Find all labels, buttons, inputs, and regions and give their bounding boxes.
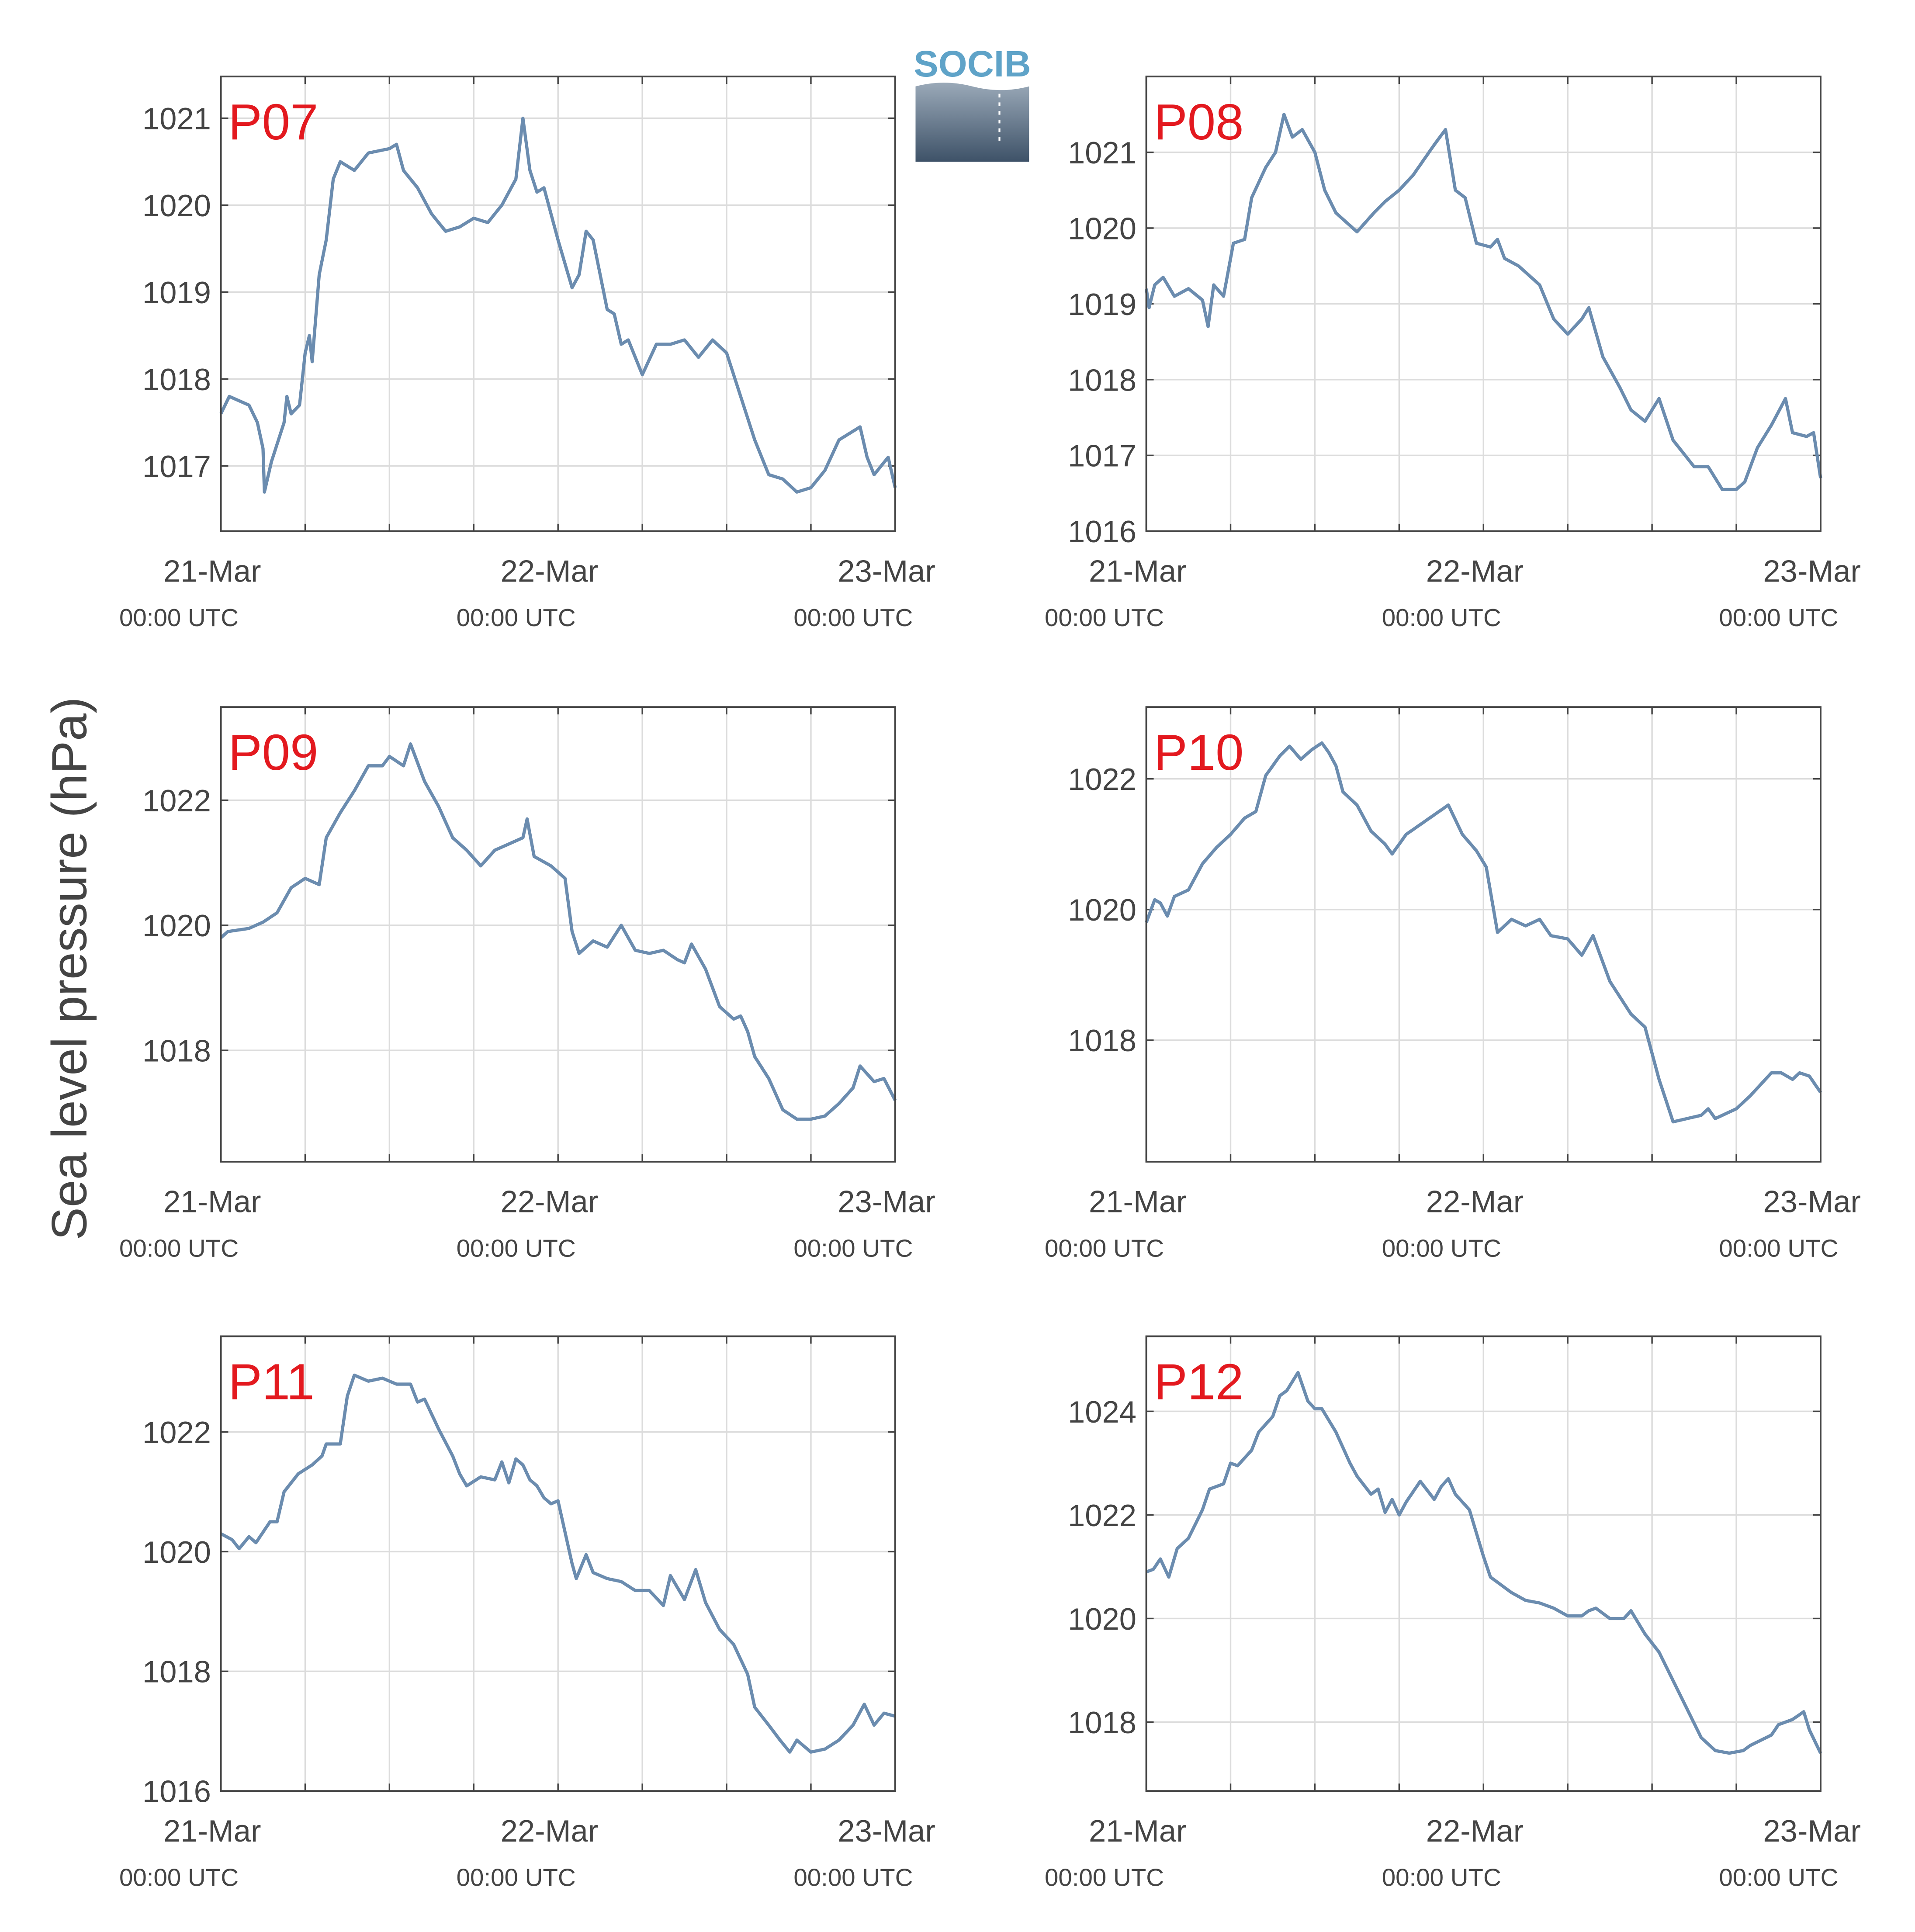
plot-frame xyxy=(220,706,896,1163)
x-tick-sublabel: 00:00 UTC xyxy=(793,1234,913,1262)
x-tick-sublabel: 00:00 UTC xyxy=(119,604,239,631)
y-tick-label: 1020 xyxy=(142,188,211,223)
y-tick-label: 1020 xyxy=(1068,1602,1136,1636)
x-tick-sublabel: 00:00 UTC xyxy=(1045,1234,1164,1262)
y-tick-label: 1016 xyxy=(142,1774,211,1809)
y-tick-label: 1018 xyxy=(1068,1023,1136,1058)
x-tick-label: 21-Mar xyxy=(163,1184,261,1219)
y-tick-label: 1018 xyxy=(142,1034,211,1068)
y-tick-label: 1022 xyxy=(1068,762,1136,796)
y-axis-title: Sea level pressure (hPa) xyxy=(42,697,97,1240)
x-tick-label: 21-Mar xyxy=(163,554,261,589)
panel: 1018 1020 1022 1024 21-Mar 00:00 UTC 22-Mar 00:… xyxy=(1045,1335,1861,1891)
y-tick-label: 1020 xyxy=(1068,211,1136,246)
data-line xyxy=(1144,113,1822,492)
y-tick-label: 1018 xyxy=(1068,1705,1136,1740)
logo-text: SOCIB xyxy=(914,43,1031,84)
y-tick-label: 1020 xyxy=(1068,893,1136,927)
x-tick-sublabel: 00:00 UTC xyxy=(119,1234,239,1262)
y-tick-label: 1017 xyxy=(1068,439,1136,473)
panel-title: P07 xyxy=(228,93,318,150)
y-tick-label: 1020 xyxy=(142,1535,211,1569)
x-tick-label: 22-Mar xyxy=(501,554,599,589)
x-tick-sublabel: 00:00 UTC xyxy=(1382,1234,1501,1262)
x-tick-label: 23-Mar xyxy=(838,1814,935,1848)
x-tick-sublabel: 00:00 UTC xyxy=(457,1864,576,1891)
x-tick-label: 21-Mar xyxy=(1089,1814,1187,1848)
data-line xyxy=(1145,741,1822,1124)
panel-title: P12 xyxy=(1154,1354,1244,1410)
panel-title: P11 xyxy=(228,1354,314,1410)
x-tick-label: 22-Mar xyxy=(501,1814,599,1848)
plot-frame xyxy=(1145,706,1822,1163)
y-tick-label: 1019 xyxy=(1068,287,1136,322)
data-line xyxy=(219,116,897,494)
plot-frame xyxy=(1145,1335,1822,1792)
x-tick-label: 21-Mar xyxy=(1089,554,1187,589)
x-tick-label: 22-Mar xyxy=(1426,554,1524,589)
y-tick-label: 1022 xyxy=(142,783,211,818)
y-tick-label: 1021 xyxy=(142,101,211,136)
panel-title: P09 xyxy=(228,724,318,781)
x-tick-sublabel: 00:00 UTC xyxy=(1382,604,1501,631)
panel: 1017 1018 1019 1020 1021 21-Mar 00:00 UTC 22-Ma… xyxy=(119,76,935,631)
x-tick-sublabel: 00:00 UTC xyxy=(793,604,913,631)
x-tick-label: 22-Mar xyxy=(1426,1184,1524,1219)
x-tick-label: 23-Mar xyxy=(838,554,935,589)
x-tick-label: 22-Mar xyxy=(501,1184,599,1219)
x-tick-label: 22-Mar xyxy=(1426,1814,1524,1848)
panel: 1016 1017 1018 1019 1020 1021 21-Mar 00:00 UTC 2… xyxy=(1045,76,1861,631)
y-tick-label: 1018 xyxy=(142,1655,211,1689)
x-tick-label: 23-Mar xyxy=(1763,1814,1861,1848)
x-tick-sublabel: 00:00 UTC xyxy=(457,604,576,631)
y-tick-label: 1018 xyxy=(1068,363,1136,397)
logo: SOCIB xyxy=(914,43,1031,162)
y-tick-label: 1022 xyxy=(1068,1498,1136,1533)
plot-frame xyxy=(220,1335,896,1792)
x-tick-sublabel: 00:00 UTC xyxy=(1719,1864,1838,1891)
y-tick-label: 1018 xyxy=(142,362,211,397)
y-tick-label: 1020 xyxy=(142,908,211,943)
data-line xyxy=(1146,1371,1822,1755)
x-tick-sublabel: 00:00 UTC xyxy=(1045,1864,1164,1891)
panel: 1016 1018 1020 1022 21-Mar 00:00 UTC 22-Mar 00:… xyxy=(119,1335,935,1891)
plot-frame xyxy=(220,76,896,532)
y-tick-label: 1017 xyxy=(142,449,211,484)
y-tick-label: 1022 xyxy=(142,1415,211,1450)
x-tick-label: 21-Mar xyxy=(1089,1184,1187,1219)
x-tick-label: 23-Mar xyxy=(1763,1184,1861,1219)
x-tick-sublabel: 00:00 UTC xyxy=(119,1864,239,1891)
logo-wave xyxy=(915,83,1029,162)
x-tick-label: 23-Mar xyxy=(1763,554,1861,589)
plot-frame xyxy=(1145,76,1822,532)
x-tick-sublabel: 00:00 UTC xyxy=(793,1864,913,1891)
x-tick-label: 21-Mar xyxy=(163,1814,261,1848)
y-tick-label: 1021 xyxy=(1068,135,1136,170)
panel: 1018 1020 1022 21-Mar 00:00 UTC 22-Mar 00:00 U… xyxy=(1045,706,1861,1262)
x-tick-sublabel: 00:00 UTC xyxy=(457,1234,576,1262)
data-line xyxy=(220,742,897,1121)
panel-title: P08 xyxy=(1154,93,1244,150)
data-line xyxy=(220,1373,896,1754)
y-tick-label: 1019 xyxy=(142,275,211,310)
y-tick-label: 1016 xyxy=(1068,514,1136,549)
x-tick-sublabel: 00:00 UTC xyxy=(1719,604,1838,631)
panel-title: P10 xyxy=(1154,724,1244,781)
panel: 1018 1020 1022 21-Mar 00:00 UTC 22-Mar 00:00 U… xyxy=(119,706,935,1262)
y-tick-label: 1024 xyxy=(1068,1395,1136,1429)
x-tick-sublabel: 00:00 UTC xyxy=(1382,1864,1501,1891)
x-tick-label: 23-Mar xyxy=(838,1184,935,1219)
x-tick-sublabel: 00:00 UTC xyxy=(1045,604,1164,631)
x-tick-sublabel: 00:00 UTC xyxy=(1719,1234,1838,1262)
